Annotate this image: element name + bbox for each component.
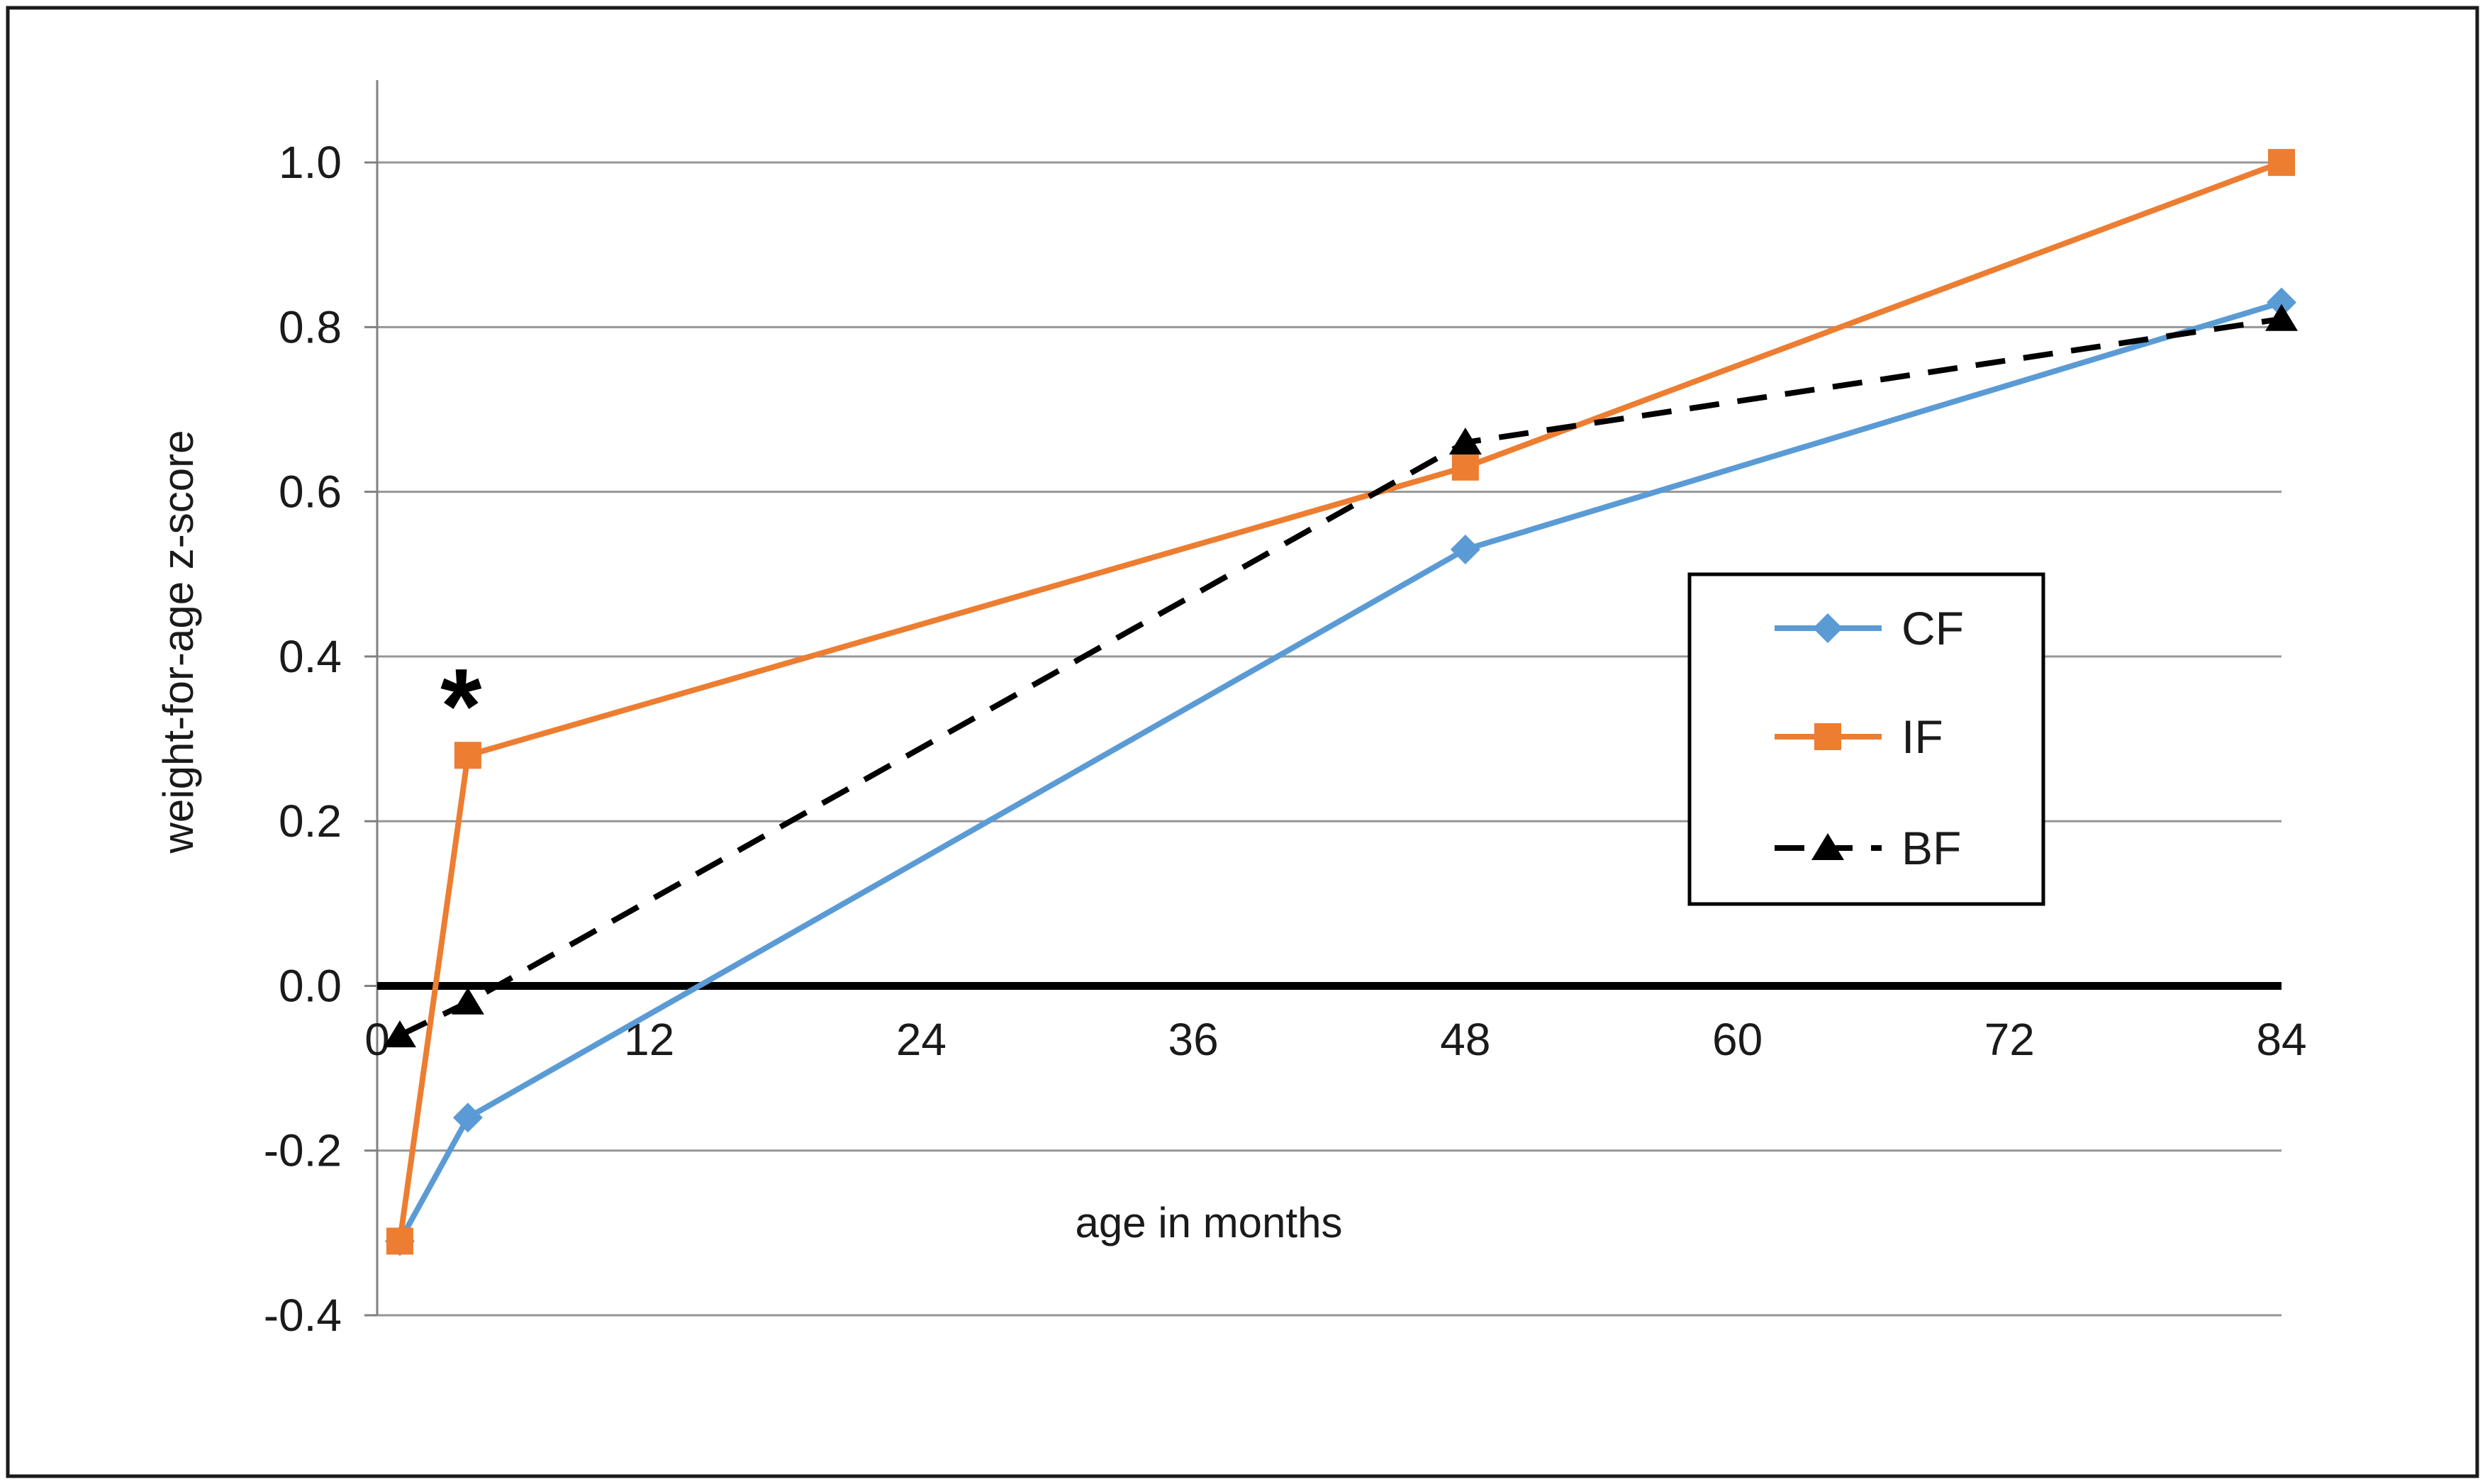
figure-border xyxy=(6,6,2479,1478)
y-tick-label: 0.2 xyxy=(279,796,342,847)
y-tick-label: 0.0 xyxy=(279,960,342,1011)
series-IF-marker xyxy=(386,1227,413,1255)
y-axis-title: weight-for-age z-score xyxy=(155,430,202,854)
series-BF-marker xyxy=(383,1020,416,1048)
series-CF-marker xyxy=(1450,534,1480,564)
y-tick-label: 0.6 xyxy=(279,467,342,518)
series-IF-marker xyxy=(2268,149,2295,177)
x-tick-label: 48 xyxy=(1440,1014,1490,1065)
x-tick-label: 36 xyxy=(1168,1014,1219,1065)
legend-label-BF: BF xyxy=(1902,822,1961,874)
y-tick-label: 0.4 xyxy=(279,631,342,682)
y-tick-label: -0.4 xyxy=(264,1290,342,1341)
series-CF-line xyxy=(397,299,2283,1243)
series-IF-marker xyxy=(1451,453,1479,481)
legend-label-IF: IF xyxy=(1902,710,1943,763)
series-IF-marker xyxy=(454,742,481,769)
series-BF-marker xyxy=(451,987,484,1015)
y-tick-label: -0.2 xyxy=(264,1125,342,1176)
series-CF-marker xyxy=(452,1103,483,1133)
series-IF-line xyxy=(397,160,2283,1242)
y-tick-label: 1.0 xyxy=(279,137,342,188)
series-BF-line xyxy=(398,316,2282,1038)
significance-asterisk: * xyxy=(440,646,482,765)
series-BF-marker xyxy=(1448,427,1482,454)
legend-label-CF: CF xyxy=(1902,602,1964,654)
series-BF-marker xyxy=(2265,303,2298,331)
y-tick-label: 0.8 xyxy=(279,301,342,352)
series-CF-marker xyxy=(2267,287,2296,318)
legend-marker-BF xyxy=(1811,833,1844,860)
legend-marker-CF xyxy=(1813,613,1843,643)
x-tick-label: 84 xyxy=(2256,1014,2306,1065)
x-tick-label: 24 xyxy=(896,1014,946,1065)
x-tick-label: 72 xyxy=(1984,1014,2035,1065)
x-tick-label: 0 xyxy=(364,1014,390,1065)
chart-generated-content: 1.00.80.60.40.20.0-0.2-0.40 12 24 36 48 60 72 8… xyxy=(6,6,2479,1478)
x-axis-title: age in months xyxy=(1076,1199,1343,1246)
legend-marker-IF xyxy=(1814,723,1841,750)
x-tick-label: 60 xyxy=(1712,1014,1763,1065)
